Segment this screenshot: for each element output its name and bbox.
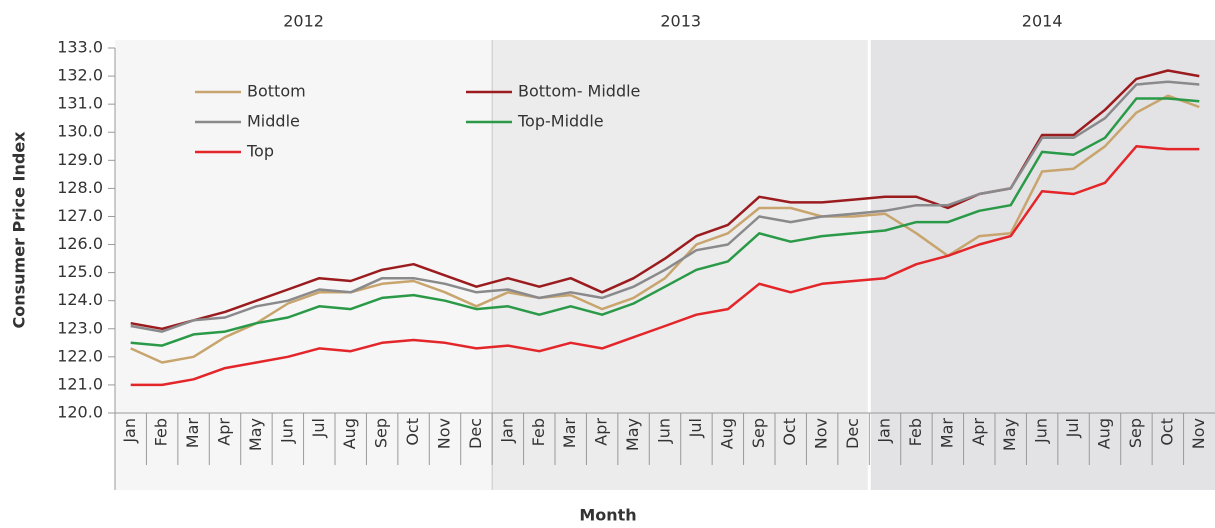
x-tick-label: Oct bbox=[403, 418, 422, 446]
x-tick-label: Apr bbox=[215, 418, 234, 446]
legend-label: Middle bbox=[247, 112, 300, 131]
x-tick-label: Nov bbox=[1189, 418, 1208, 449]
year-label: 2012 bbox=[283, 12, 324, 31]
legend-label: Bottom bbox=[247, 82, 306, 101]
x-tick-label: Sep bbox=[749, 418, 768, 448]
y-tick-label: 129.0 bbox=[57, 150, 103, 169]
y-axis-title: Consumer Price Index bbox=[10, 131, 29, 329]
y-tick-label: 120.0 bbox=[57, 403, 103, 422]
y-tick-label: 127.0 bbox=[57, 206, 103, 225]
x-tick-label: Aug bbox=[1095, 418, 1114, 449]
series-line bbox=[130, 97, 1200, 347]
y-tick-label: 124.0 bbox=[57, 290, 103, 309]
y-tick-label: 132.0 bbox=[57, 66, 103, 85]
legend-label: Bottom- Middle bbox=[518, 82, 640, 101]
x-tick-label: Feb bbox=[152, 418, 171, 446]
x-tick-label: Feb bbox=[906, 418, 925, 446]
y-tick-label: 123.0 bbox=[57, 318, 103, 337]
x-tick-label: Sep bbox=[1126, 418, 1145, 448]
y-tick-label: 126.0 bbox=[57, 234, 103, 253]
y-tick-label: 121.0 bbox=[57, 374, 103, 393]
x-tick-label: Jul bbox=[309, 418, 328, 438]
x-tick-label: Nov bbox=[812, 418, 831, 449]
background bbox=[115, 40, 1215, 490]
x-tick-label: Jan bbox=[120, 418, 139, 444]
x-tick-label: Jun bbox=[655, 418, 674, 444]
x-tick-label: Mar bbox=[183, 418, 202, 449]
x-tick-label: Jul bbox=[1063, 418, 1082, 438]
year-label: 2014 bbox=[1022, 12, 1063, 31]
y-tick-label: 130.0 bbox=[57, 122, 103, 141]
year-label: 2013 bbox=[660, 12, 701, 31]
x-tick-label: Dec bbox=[466, 418, 485, 449]
year-band bbox=[869, 40, 1215, 490]
x-tick-label: Mar bbox=[937, 418, 956, 449]
x-tick-label: Apr bbox=[969, 418, 988, 446]
x-axis-title: Month bbox=[579, 506, 636, 525]
legend-label: Top bbox=[246, 142, 274, 161]
x-tick-label: Jun bbox=[277, 418, 296, 444]
x-tick-label: Jul bbox=[686, 418, 705, 438]
series-line bbox=[130, 94, 1200, 364]
x-tick-label: Oct bbox=[1157, 418, 1176, 446]
x-tick-label: Mar bbox=[560, 418, 579, 449]
y-tick-label: 128.0 bbox=[57, 178, 103, 197]
y-tick-label: 125.0 bbox=[57, 262, 103, 281]
y-tick-label: 133.0 bbox=[57, 38, 103, 57]
x-tick-label: Nov bbox=[435, 418, 454, 449]
legend-label: Top-Middle bbox=[517, 112, 604, 131]
x-tick-label: Aug bbox=[340, 418, 359, 449]
y-tick-label: 122.0 bbox=[57, 346, 103, 365]
y-tick-label: 131.0 bbox=[57, 94, 103, 113]
x-tick-label: May bbox=[246, 418, 265, 451]
x-tick-label: Apr bbox=[592, 418, 611, 446]
x-tick-label: May bbox=[623, 418, 642, 451]
x-tick-label: Oct bbox=[780, 418, 799, 446]
x-tick-label: Dec bbox=[843, 418, 862, 449]
series-line bbox=[130, 145, 1200, 387]
x-tick-label: Jan bbox=[497, 418, 516, 444]
series-line bbox=[130, 80, 1200, 333]
x-tick-label: Sep bbox=[372, 418, 391, 448]
x-tick-label: May bbox=[1000, 418, 1019, 451]
x-tick-label: Jan bbox=[875, 418, 894, 444]
x-tick-label: Jun bbox=[1032, 418, 1051, 444]
x-tick-label: Aug bbox=[717, 418, 736, 449]
x-tick-label: Feb bbox=[529, 418, 548, 446]
